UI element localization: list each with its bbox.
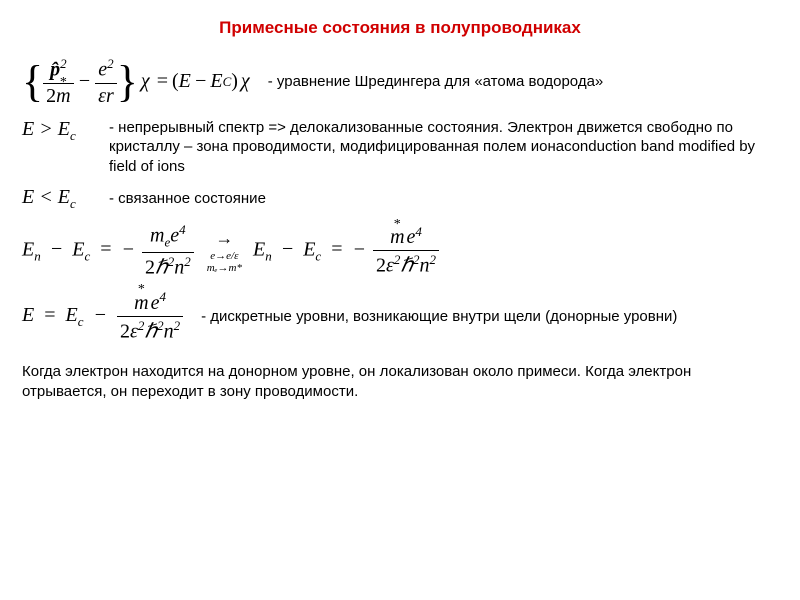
condition-continuous: E > Ec	[22, 118, 97, 144]
equation-discrete: E = Ec − me4 2ε2ℏ2n2	[22, 289, 183, 343]
equation-schrodinger-desc: - уравнение Шредингера для «атома водоро…	[268, 72, 604, 92]
page-title: Примесные состояния в полупроводниках	[22, 18, 778, 38]
condition-bound: E < Ec	[22, 186, 97, 212]
condition-bound-desc: - связанное состояние	[109, 189, 266, 209]
condition-continuous-row: E > Ec - непрерывный спектр => делокализ…	[22, 118, 778, 177]
equation-discrete-row: E = Ec − me4 2ε2ℏ2n2 - дискретные уровни…	[22, 289, 778, 343]
condition-continuous-desc: - непрерывный спектр => делокализованные…	[109, 118, 778, 177]
equation-schrodinger-row: { p̂2 2m − e2 εr } χ = ( E − EC ) χ - ур…	[22, 56, 778, 108]
equation-energy-levels: En − Ec = − mee4 2ℏ2n2 → e→e/εmₑ→m* En −…	[22, 222, 441, 279]
equation-energy-levels-row: En − Ec = − mee4 2ℏ2n2 → e→e/εmₑ→m* En −…	[22, 222, 778, 279]
equation-discrete-desc: - дискретные уровни, возникающие внутри …	[201, 307, 677, 327]
equation-schrodinger: { p̂2 2m − e2 εr } χ = ( E − EC ) χ	[22, 56, 250, 108]
condition-bound-row: E < Ec - связанное состояние	[22, 186, 778, 212]
summary-paragraph: Когда электрон находится на донорном уро…	[22, 362, 778, 403]
